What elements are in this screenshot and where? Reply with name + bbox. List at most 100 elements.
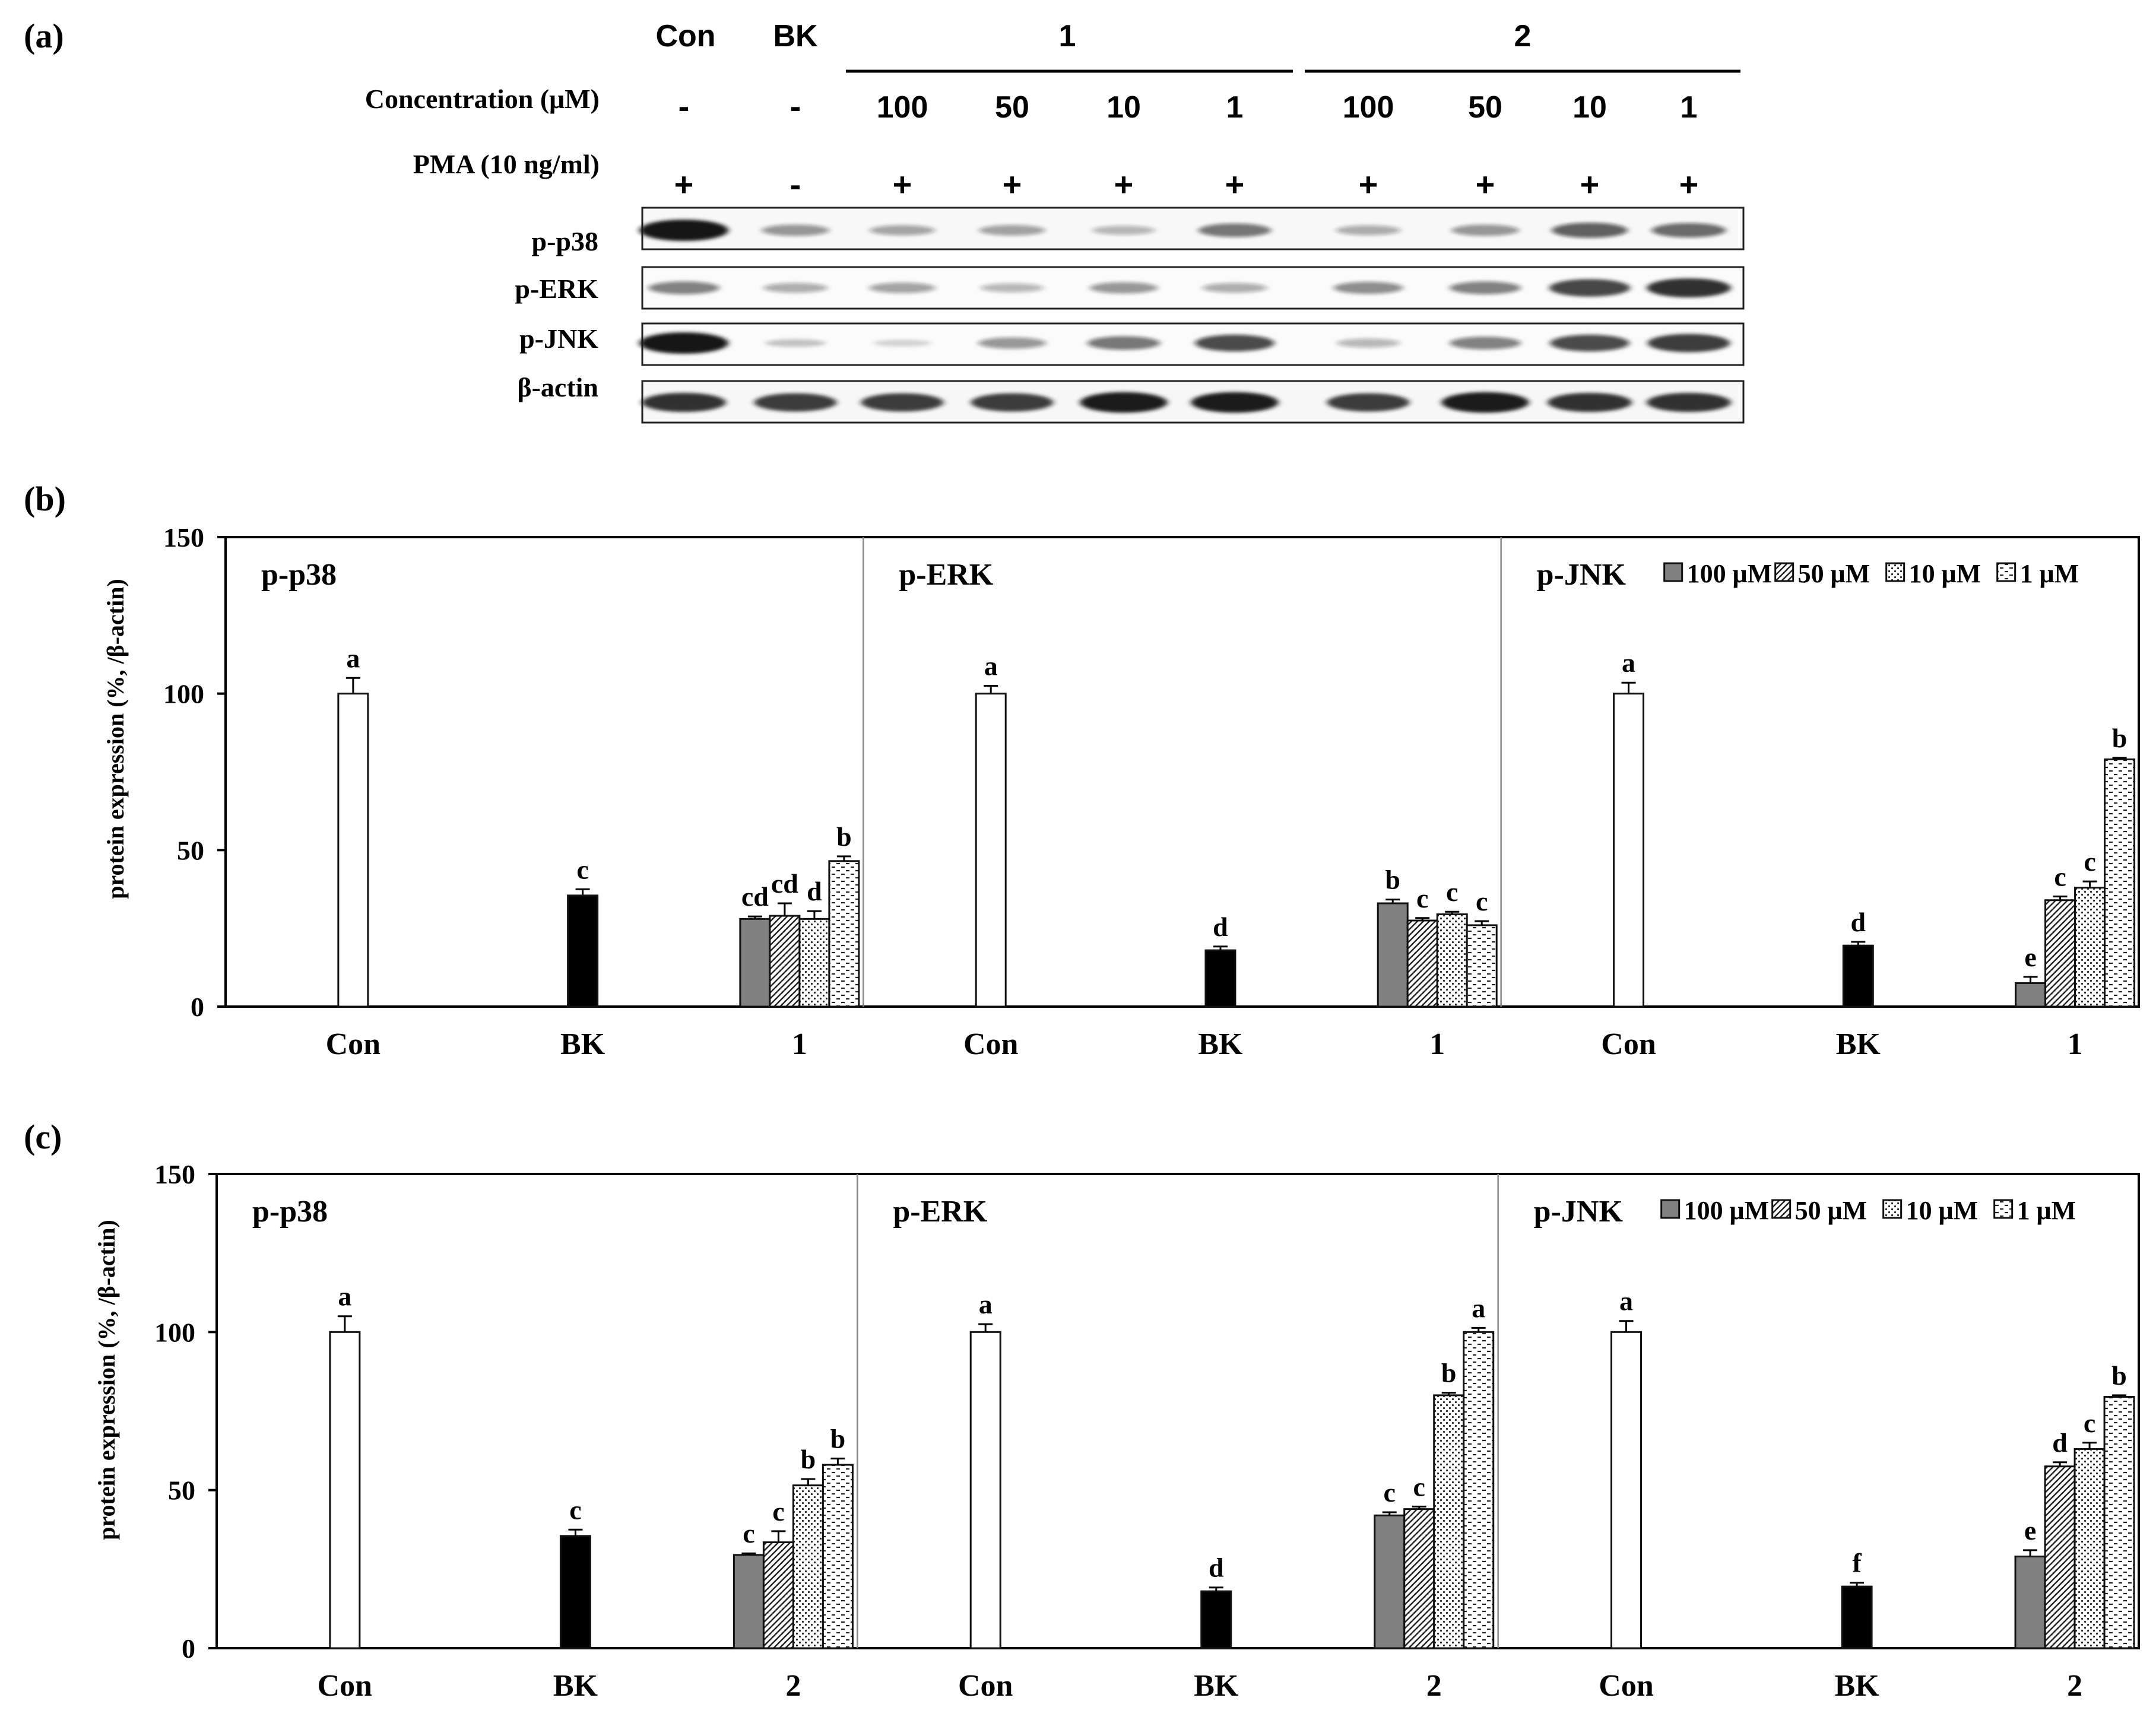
chart-c-subpanel-title-p-erk: p-ERK xyxy=(893,1195,987,1229)
blot-band-actin-lane-3 xyxy=(861,393,944,412)
chart-b-xtick-label-p-p38-bk: BK xyxy=(560,1027,605,1061)
blot-band-p-erk-lane-2 xyxy=(763,283,828,293)
chart-b-legend-swatch-2 xyxy=(1774,562,1794,582)
blot-pma-row: + - + + + + + + + + xyxy=(674,166,1699,203)
chart-c-ytick-label: 50 xyxy=(168,1475,195,1506)
chart-b-bar-p-jnk-con xyxy=(1613,693,1645,1008)
chart-b-legend-label-4: 1 μM xyxy=(2020,559,2079,588)
chart-b-bar-p-jnk-dose-1 xyxy=(2015,982,2047,1008)
chart-c-bar-p-jnk-bk xyxy=(1841,1585,1873,1649)
chart-b-sig-label-p-erk-dose-3: c xyxy=(1446,877,1458,907)
chart-c-sig-label-p-p38-bk: c xyxy=(569,1494,581,1525)
chart-c-legend-label-2: 50 μM xyxy=(1795,1196,1867,1225)
blot-band-p-jnk-lane-2 xyxy=(765,339,826,347)
panel-label-a: (a) xyxy=(24,17,64,55)
blot-concentration-lane-2: - xyxy=(790,87,801,125)
chart-c-sig-label-p-p38-con: a xyxy=(338,1281,351,1312)
chart-b-sig-label-p-p38-dose-2: cd xyxy=(771,868,798,899)
chart-c-legend-label-1: 100 μM xyxy=(1684,1196,1769,1225)
blot-label-p-erk: p-ERK xyxy=(515,274,598,304)
chart-c-ytick-label: 150 xyxy=(154,1159,195,1189)
blot-band-p-erk-lane-3 xyxy=(869,283,936,293)
blot-band-p-erk-lane-4 xyxy=(981,283,1044,293)
chart-c-xtick-label-p-erk-2: 2 xyxy=(1426,1669,1442,1703)
blot-band-p-erk-lane-1 xyxy=(648,281,719,294)
blot-label-p-jnk: p-JNK xyxy=(519,323,598,354)
blot-concentration-lane-10: 1 xyxy=(1681,90,1698,125)
chart-b-sig-label-p-jnk-dose-3: c xyxy=(2084,846,2095,877)
blot-band-actin-lane-2 xyxy=(754,393,837,412)
chart-c-bar-p-erk-dose-2 xyxy=(1403,1508,1435,1649)
chart-b-bar-p-p38-con xyxy=(337,693,369,1008)
chart-b-bar-p-erk-bk xyxy=(1204,949,1236,1008)
chart-c-bar-p-jnk-dose-4 xyxy=(2103,1396,2135,1649)
blot-band-p-erk-lane-9 xyxy=(1549,279,1631,297)
chart-c-legend-swatch-2 xyxy=(1771,1199,1792,1219)
chart-c-bar-p-p38-dose-1 xyxy=(733,1554,765,1649)
chart-b-xtick-label-p-jnk-1: 1 xyxy=(2068,1027,2083,1061)
panel-label-b: (b) xyxy=(24,480,66,518)
chart-b-sig-label-p-jnk-dose-4: b xyxy=(2112,723,2128,753)
blot-band-actin-lane-8 xyxy=(1441,392,1529,413)
chart-b-legend-swatch-1 xyxy=(1663,562,1683,582)
chart-b-xtick-label-p-erk-1: 1 xyxy=(1429,1027,1445,1061)
blot-band-p-jnk-lane-5 xyxy=(1087,336,1161,350)
chart-c-xtick-label-p-erk-con: Con xyxy=(958,1669,1013,1703)
chart-b-legend-swatch-3 xyxy=(1885,562,1905,582)
chart-b-sig-label-p-erk-dose-1: b xyxy=(1385,865,1400,895)
blot-concentration-lane-1: - xyxy=(678,87,690,125)
chart-b-xtick-label-p-p38-con: Con xyxy=(326,1027,381,1061)
panel-label-c: (c) xyxy=(24,1118,62,1156)
blot-pma-lane-1: + xyxy=(674,166,694,203)
blot-band-actin-lane-4 xyxy=(971,393,1054,412)
blot-concentration-lane-7: 100 xyxy=(1343,90,1394,125)
blot-concentration-label: Concentration (μM) xyxy=(365,84,600,114)
chart-c-sig-label-p-jnk-dose-4: b xyxy=(2111,1360,2127,1391)
chart-c-subpanel-title-p-p38: p-p38 xyxy=(252,1195,328,1229)
chart-b-bar-p-jnk-dose-2 xyxy=(2044,899,2076,1008)
chart-c-xtick-label-p-jnk-con: Con xyxy=(1599,1669,1654,1703)
blot-band-p-p38-lane-4 xyxy=(979,225,1045,236)
chart-b-ytick-label: 150 xyxy=(163,522,204,553)
blot-pma-lane-6: + xyxy=(1225,166,1245,203)
chart-c-sig-label-p-p38-dose-4: b xyxy=(830,1423,846,1454)
blot-band-p-p38-lane-5 xyxy=(1092,226,1155,235)
blot-band-p-jnk-lane-6 xyxy=(1195,334,1274,352)
chart-c-bar-p-erk-dose-1 xyxy=(1374,1514,1406,1649)
chart-b-sig-label-p-jnk-dose-2: c xyxy=(2054,861,2066,891)
blot-concentration-lane-6: 1 xyxy=(1226,90,1244,125)
chart-c-bar-p-erk-dose-3 xyxy=(1433,1394,1465,1649)
chart-b-sig-label-p-p38-dose-1: cd xyxy=(741,881,769,912)
chart-b-sig-label-p-jnk-con: a xyxy=(1622,648,1635,678)
chart-c-sig-label-p-p38-dose-2: c xyxy=(772,1496,784,1527)
blot-pma-lane-4: + xyxy=(1003,166,1022,203)
blot-band-p-p38-lane-1 xyxy=(639,220,728,241)
chart-b-bar-p-jnk-dose-4 xyxy=(2104,758,2136,1008)
blot-group-con: Con xyxy=(655,19,715,53)
chart-c-sig-label-p-p38-dose-3: b xyxy=(801,1444,816,1474)
chart-b-bar-p-jnk-dose-3 xyxy=(2074,887,2106,1008)
blot-pma-lane-9: + xyxy=(1580,166,1600,203)
blot-band-p-p38-lane-3 xyxy=(869,225,936,236)
chart-b-ytick-label: 100 xyxy=(163,679,204,709)
chart-b-sig-label-p-erk-con: a xyxy=(984,650,998,681)
chart-b-frame xyxy=(224,536,2140,1008)
chart-b-xtick-label-p-jnk-bk: BK xyxy=(1836,1027,1881,1061)
blot-pma-lane-8: + xyxy=(1476,166,1495,203)
chart-b-ytick-label: 0 xyxy=(191,992,204,1022)
blot-band-p-jnk-lane-4 xyxy=(978,337,1047,349)
blot-band-actin-lane-7 xyxy=(1327,393,1410,412)
blot-band-p-p38-lane-10 xyxy=(1651,223,1726,238)
chart-c-bar-p-p38-con xyxy=(329,1331,361,1649)
chart-b-sig-label-p-p38-con: a xyxy=(346,643,360,673)
blot-band-p-erk-lane-10 xyxy=(1647,278,1731,298)
blot-label-beta-actin: β-actin xyxy=(517,372,598,402)
chart-c-legend-label-3: 10 μM xyxy=(1906,1196,1978,1225)
blot-label-p-p38: p-p38 xyxy=(532,226,598,256)
blot-band-p-jnk-lane-7 xyxy=(1337,338,1400,348)
chart-c-legend-swatch-1 xyxy=(1660,1199,1681,1219)
blot-band-actin-lane-9 xyxy=(1548,392,1632,412)
chart-b-bar-p-erk-con xyxy=(975,693,1007,1008)
blot-bands xyxy=(639,220,1731,413)
